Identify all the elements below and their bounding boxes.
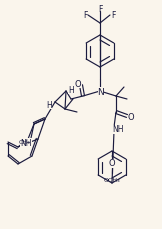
Text: F: F [98, 5, 102, 14]
Text: O: O [109, 159, 115, 168]
Text: O: O [128, 112, 134, 121]
Text: NH: NH [20, 138, 32, 147]
Text: CH₃: CH₃ [18, 140, 30, 145]
Text: F: F [111, 11, 115, 19]
Text: H: H [46, 100, 52, 109]
Text: O: O [75, 79, 81, 88]
Text: H: H [68, 85, 74, 94]
Text: NH: NH [112, 125, 124, 134]
Text: F: F [83, 11, 87, 19]
Text: N: N [98, 87, 104, 96]
Text: OCH₃: OCH₃ [104, 177, 120, 182]
